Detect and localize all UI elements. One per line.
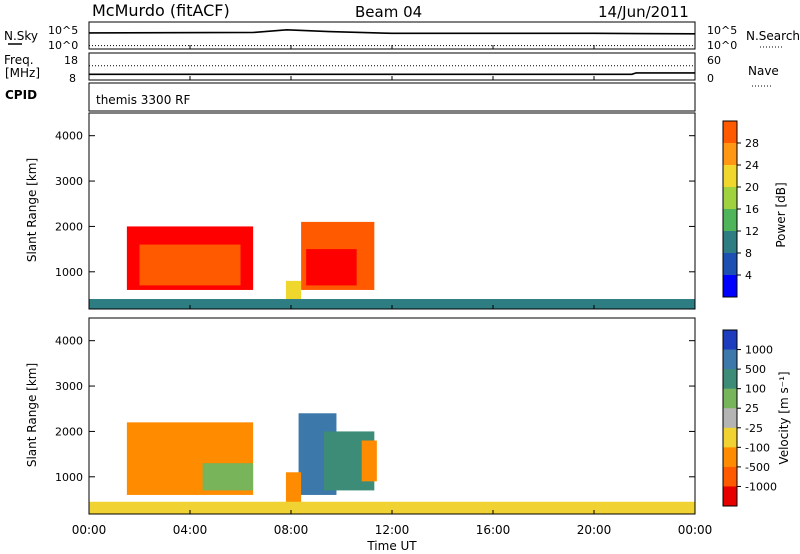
range-tick-label: 3000 bbox=[55, 175, 83, 188]
noise-right-tick-top: 10^5 bbox=[707, 24, 737, 37]
colorbar-tick-label: 24 bbox=[745, 159, 759, 172]
colorbar-tick-label: -100 bbox=[745, 441, 770, 454]
colorbar-tick-label: -1000 bbox=[745, 480, 777, 493]
velocity-colorbar-label: Velocity [m s⁻¹] bbox=[777, 371, 791, 464]
noise-panel-frame bbox=[88, 21, 696, 50]
colorbar-swatch bbox=[723, 121, 737, 144]
time-tick-label: 00:00 bbox=[72, 523, 107, 537]
time-tick-label: 20:00 bbox=[577, 523, 612, 537]
colorbar-tick-label: 8 bbox=[745, 247, 752, 260]
echo-region-5 bbox=[89, 299, 695, 309]
time-axis: 00:00 04:00 08:00 12:00 16:00 20:00 00:00 bbox=[72, 45, 713, 537]
colorbar-swatch bbox=[723, 209, 737, 232]
velocity-axis: 1000 2000 3000 4000 bbox=[55, 335, 695, 484]
range-tick-label: 1000 bbox=[55, 266, 83, 279]
range-tick-label: 4000 bbox=[55, 335, 83, 348]
freq-series-0 bbox=[89, 72, 695, 76]
colorbar-swatch bbox=[723, 466, 737, 487]
freq-panel-frame bbox=[88, 52, 696, 81]
colorbar-tick-label: 28 bbox=[745, 137, 759, 150]
echo-region-3 bbox=[306, 249, 357, 286]
colorbar-swatch bbox=[723, 231, 737, 254]
time-tick-label: 04:00 bbox=[173, 523, 208, 537]
date-title: 14/Jun/2011 bbox=[598, 3, 689, 21]
colorbar-swatch bbox=[723, 253, 737, 276]
time-tick-label: 16:00 bbox=[476, 523, 511, 537]
colorbar-swatch bbox=[723, 388, 737, 409]
colorbar-tick-label: -25 bbox=[745, 422, 763, 435]
power-heatmap bbox=[89, 221, 695, 309]
colorbar-swatch bbox=[723, 369, 737, 390]
colorbar-swatch bbox=[723, 349, 737, 370]
range-tick-label: 2000 bbox=[55, 425, 83, 438]
beam-title: Beam 04 bbox=[355, 3, 422, 21]
colorbar-swatch bbox=[723, 165, 737, 188]
echo-region-6 bbox=[89, 501, 695, 514]
colorbar-tick-label: -500 bbox=[745, 461, 770, 474]
colorbar-swatch bbox=[723, 187, 737, 210]
freq-left-units: [MHz] bbox=[5, 66, 40, 80]
time-tick-label: 00:00 bbox=[678, 523, 713, 537]
freq-left-label: Freq. bbox=[4, 53, 34, 67]
colorbar-swatch bbox=[723, 486, 737, 507]
colorbar-swatch bbox=[723, 330, 737, 351]
colorbar-tick-label: 100 bbox=[745, 383, 766, 396]
colorbar-tick-label: 4 bbox=[745, 269, 752, 282]
colorbar-swatch bbox=[723, 275, 737, 298]
power-axis: 1000 2000 3000 4000 bbox=[55, 130, 695, 279]
colorbar-tick-label: 25 bbox=[745, 402, 759, 415]
colorbar-tick-label: 1000 bbox=[745, 344, 773, 357]
colorbar-swatch bbox=[723, 143, 737, 166]
power-colorbar-label: Power [dB] bbox=[774, 182, 788, 247]
noise-left-label: N.Sky bbox=[4, 29, 38, 43]
freq-right-tick-top: 60 bbox=[707, 54, 721, 67]
range-tick-label: 4000 bbox=[55, 130, 83, 143]
freq-panel-lines bbox=[89, 65, 695, 76]
x-axis-label: Time UT bbox=[366, 539, 417, 553]
velocity-colorbar: 1000 500 100 25 -25 -100 -500 -1000 bbox=[722, 329, 777, 507]
range-tick-label: 2000 bbox=[55, 220, 83, 233]
cpid-label: CPID bbox=[5, 88, 37, 102]
velocity-ylabel: Slant Range [km] bbox=[25, 363, 39, 467]
colorbar-tick-label: 500 bbox=[745, 363, 766, 376]
freq-left-tick-bottom: 8 bbox=[69, 72, 76, 85]
noise-right-label: N.Search bbox=[746, 29, 800, 43]
echo-region-5 bbox=[285, 472, 302, 505]
velocity-heatmap bbox=[89, 413, 695, 514]
echo-region-1 bbox=[202, 463, 254, 491]
noise-panel-lines bbox=[88, 29, 696, 47]
colorbar-swatch bbox=[723, 408, 737, 429]
freq-left-tick-top: 18 bbox=[64, 54, 78, 67]
colorbar-tick-label: 16 bbox=[745, 203, 759, 216]
colorbar-frame bbox=[722, 329, 738, 507]
cpid-panel-frame bbox=[88, 82, 696, 112]
noise-left-tick-top: 10^5 bbox=[48, 24, 78, 37]
echo-region-4 bbox=[285, 280, 302, 300]
nave-right-label: Nave bbox=[748, 64, 779, 78]
range-tick-label: 1000 bbox=[55, 471, 83, 484]
cpid-mode: themis 3300 RF bbox=[96, 93, 190, 107]
echo-region-1 bbox=[139, 244, 241, 286]
echo-region-4 bbox=[361, 440, 377, 482]
noise-right-tick-bottom: 10^0 bbox=[707, 39, 737, 52]
power-colorbar: 28 24 20 16 12 8 4 bbox=[722, 120, 759, 298]
colorbar-swatch bbox=[723, 447, 737, 468]
time-tick-label: 12:00 bbox=[375, 523, 410, 537]
time-tick-label: 08:00 bbox=[274, 523, 309, 537]
station-title: McMurdo (fitACF) bbox=[92, 1, 230, 20]
colorbar-tick-label: 20 bbox=[745, 181, 759, 194]
noise-left-tick-bottom: 10^0 bbox=[48, 39, 78, 52]
colorbar-tick-label: 12 bbox=[745, 225, 759, 238]
freq-right-tick-bottom: 0 bbox=[707, 72, 714, 85]
power-ylabel: Slant Range [km] bbox=[25, 158, 39, 262]
range-tick-label: 3000 bbox=[55, 380, 83, 393]
noise-series-0 bbox=[88, 29, 696, 35]
colorbar-swatch bbox=[723, 427, 737, 448]
